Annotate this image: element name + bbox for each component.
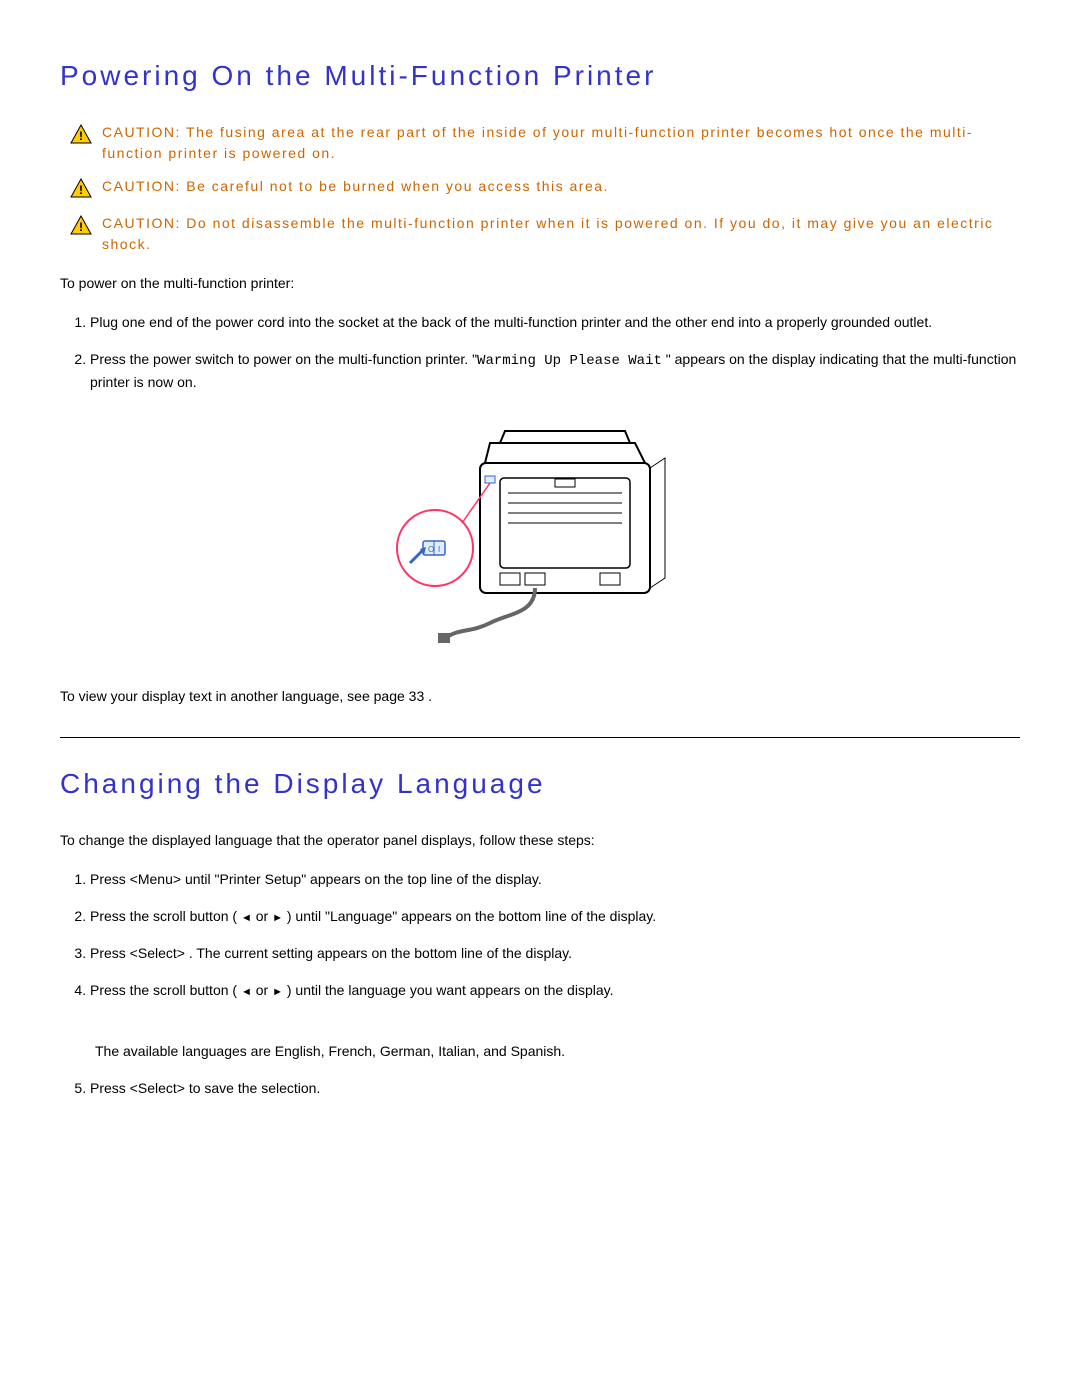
- s2-step4-note: The available languages are English, Fre…: [95, 1041, 1020, 1062]
- svg-text:O: O: [428, 545, 434, 554]
- caution-icon: !: [70, 178, 92, 201]
- section-divider: [60, 737, 1020, 738]
- s2-step-4: Press the scroll button ( ◄ or ► ) until…: [90, 980, 1020, 1062]
- s2-step2-prefix: Press the scroll button (: [90, 908, 241, 924]
- caution-icon: !: [70, 124, 92, 147]
- arrow-right-icon: ►: [272, 912, 283, 924]
- s2-step-5: Press <Select> to save the selection.: [90, 1078, 1020, 1099]
- s2-step2-suffix: ) until "Language" appears on the bottom…: [283, 908, 656, 924]
- section2-steps: Press <Menu> until "Printer Setup" appea…: [90, 869, 1020, 1099]
- svg-text:!: !: [79, 220, 83, 234]
- svg-text:!: !: [79, 183, 83, 197]
- s2-step4-prefix: Press the scroll button (: [90, 982, 241, 998]
- section-title-changing-language: Changing the Display Language: [60, 768, 1020, 800]
- step-2: Press the power switch to power on the m…: [90, 349, 1020, 393]
- printer-illustration: O I: [60, 413, 1020, 656]
- section2-intro: To change the displayed language that th…: [60, 830, 1020, 851]
- section-title-powering-on: Powering On the Multi-Function Printer: [60, 60, 1020, 92]
- caution-text-3: CAUTION: Do not disassemble the multi-fu…: [102, 213, 1020, 255]
- section1-intro: To power on the multi-function printer:: [60, 273, 1020, 294]
- step2-monospace: Warming Up Please Wait: [477, 353, 662, 369]
- s2-step4-suffix: ) until the language you want appears on…: [283, 982, 614, 998]
- or-text: or: [252, 982, 272, 998]
- caution-text-2: CAUTION: Be careful not to be burned whe…: [102, 176, 609, 197]
- arrow-left-icon: ◄: [241, 912, 252, 924]
- or-text: or: [252, 908, 272, 924]
- section1-steps: Plug one end of the power cord into the …: [90, 312, 1020, 393]
- svg-text:I: I: [438, 545, 440, 554]
- step2-prefix: Press the power switch to power on the m…: [90, 351, 477, 367]
- section1-outro: To view your display text in another lan…: [60, 686, 1020, 707]
- s2-step-3: Press <Select> . The current setting app…: [90, 943, 1020, 964]
- caution-2: ! CAUTION: Be careful not to be burned w…: [60, 176, 1020, 201]
- caution-1: ! CAUTION: The fusing area at the rear p…: [60, 122, 1020, 164]
- arrow-left-icon: ◄: [241, 986, 252, 998]
- caution-3: ! CAUTION: Do not disassemble the multi-…: [60, 213, 1020, 255]
- caution-icon: !: [70, 215, 92, 238]
- s2-step-2: Press the scroll button ( ◄ or ► ) until…: [90, 906, 1020, 927]
- s2-step-1: Press <Menu> until "Printer Setup" appea…: [90, 869, 1020, 890]
- arrow-right-icon: ►: [272, 986, 283, 998]
- step-1: Plug one end of the power cord into the …: [90, 312, 1020, 333]
- caution-text-1: CAUTION: The fusing area at the rear par…: [102, 122, 1020, 164]
- svg-text:!: !: [79, 129, 83, 143]
